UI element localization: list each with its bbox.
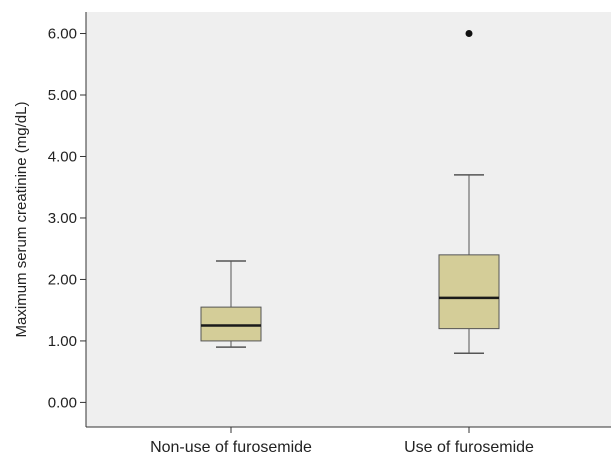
boxes-layer	[200, 30, 500, 354]
plot-area	[86, 12, 611, 427]
y-axis: 0.00 1.00 2.00 3.00 4.00 5.00 6.00	[48, 12, 87, 427]
iqr-box	[438, 254, 500, 330]
x-tick-label: Non-use of furosemide	[150, 439, 312, 456]
y-tick-label: 3.00	[48, 210, 77, 227]
iqr-box	[200, 306, 262, 342]
y-tick-label: 4.00	[48, 148, 77, 165]
box-1	[200, 260, 262, 348]
outlier-point	[465, 30, 473, 38]
y-tick-label: 1.00	[48, 333, 77, 350]
y-tick-label: 0.00	[48, 394, 77, 411]
y-tick-label: 5.00	[48, 87, 77, 104]
x-axis: Non-use of furosemide Use of furosemide	[86, 426, 611, 456]
box-2	[438, 30, 500, 354]
y-tick-label: 6.00	[48, 26, 77, 43]
y-tick-label: 2.00	[48, 271, 77, 288]
y-axis-label: Maximum serum creatinine (mg/dL)	[13, 102, 30, 338]
x-tick-label: Use of furosemide	[404, 439, 534, 456]
